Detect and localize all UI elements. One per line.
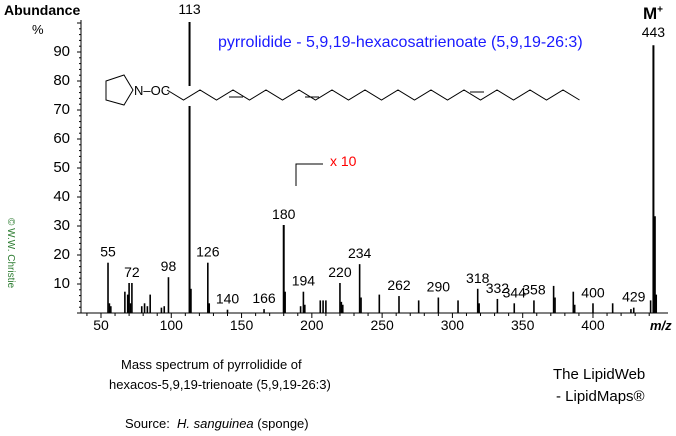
y-axis-label: Abundance: [4, 2, 81, 18]
structure-label: N–OC: [134, 83, 170, 98]
branding-line2: - LipidMaps®: [556, 388, 645, 405]
peak-label: 290: [427, 279, 451, 295]
y-tick-label: 90: [53, 43, 70, 60]
x-axis-label: m/z: [650, 318, 672, 333]
peak-label: 234: [348, 245, 372, 261]
x-tick-label: 350: [511, 317, 535, 333]
source-caption: Source: H. sanguinea (sponge): [125, 416, 309, 431]
peak-label: 220: [328, 264, 352, 280]
x-tick-label: 250: [370, 317, 394, 333]
x-tick-label: 50: [93, 317, 109, 333]
scale-note: x 10: [330, 153, 357, 169]
peak-label: 180: [272, 206, 296, 222]
y-tick-label: 80: [53, 72, 70, 89]
peak-label: 318: [466, 270, 490, 286]
x-tick-label: 100: [160, 317, 184, 333]
peak-label: 358: [522, 281, 546, 297]
peak-label: 344: [503, 284, 527, 300]
y-tick-label: 40: [53, 188, 70, 205]
x-tick-label: 300: [441, 317, 465, 333]
peak-label: 98: [161, 258, 177, 274]
caption-line1: Mass spectrum of pyrrolidide of: [121, 357, 302, 372]
y-tick-label: 70: [53, 101, 70, 118]
peak-label: 126: [196, 244, 220, 260]
peak-label: 262: [387, 277, 411, 293]
molecular-ion-label: M+: [643, 4, 664, 23]
branding-line1: The LipidWeb: [553, 366, 646, 383]
x-tick-label: 150: [230, 317, 254, 333]
peak-label: 194: [292, 273, 316, 289]
peak-label: 55: [100, 244, 116, 260]
peak-label: 166: [252, 290, 276, 306]
y-tick-label: 50: [53, 159, 70, 176]
peak-label: 72: [124, 264, 140, 280]
pyrrolidine-ring-icon: [105, 74, 134, 106]
chart-title: pyrrolidide - 5,9,19-hexacosatrienoate (…: [218, 34, 583, 51]
peak-label: 443: [642, 24, 666, 40]
y-tick-label: 30: [53, 217, 70, 234]
acyl-chain-icon: [166, 89, 580, 101]
scale-bracket: [295, 163, 323, 186]
y-tick-label: 60: [53, 130, 70, 147]
peak-label: 429: [622, 289, 646, 305]
y-axis-unit: %: [32, 22, 44, 37]
x-tick-label: 200: [300, 317, 324, 333]
x-tick-label: 400: [581, 317, 605, 333]
caption-line2: hexacos-5,9,19-trienoate (5,9,19-26:3): [109, 377, 331, 392]
peak-label: 332: [486, 280, 510, 296]
y-tick-label: 10: [53, 275, 70, 292]
y-tick-label: 20: [53, 246, 70, 263]
copyright-text: © W.W. Christie: [5, 218, 16, 289]
peak-label: 400: [581, 284, 605, 300]
peak-label: 140: [216, 291, 240, 307]
peak-label: 113: [178, 1, 201, 17]
structure-gap: [182, 86, 194, 106]
